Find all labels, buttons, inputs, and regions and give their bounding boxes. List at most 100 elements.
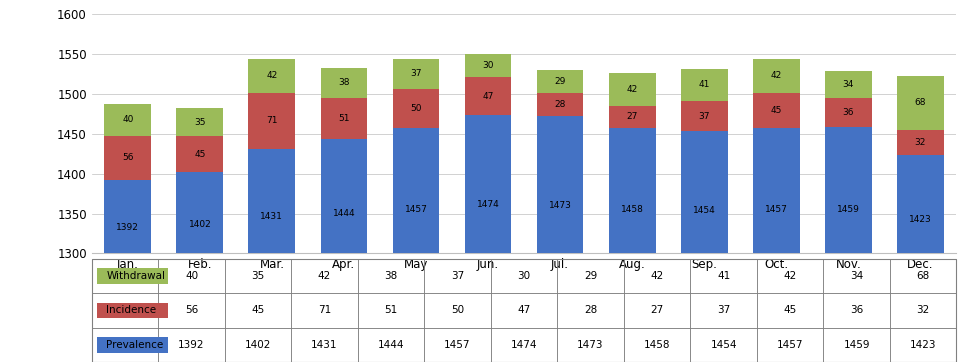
Text: 38: 38 <box>384 271 398 281</box>
Bar <box>624 259 691 293</box>
Bar <box>896 76 944 130</box>
Text: 45: 45 <box>251 306 265 315</box>
Bar <box>92 328 158 362</box>
Bar <box>491 328 557 362</box>
Text: 41: 41 <box>698 80 710 89</box>
Text: 45: 45 <box>771 106 781 115</box>
Text: 1458: 1458 <box>621 205 643 214</box>
Text: 37: 37 <box>717 306 730 315</box>
Text: 30: 30 <box>482 61 494 70</box>
Text: 71: 71 <box>318 306 331 315</box>
Text: 1473: 1473 <box>578 340 604 350</box>
Bar <box>225 293 292 328</box>
Text: 36: 36 <box>842 108 854 117</box>
Bar <box>609 106 656 127</box>
Text: 50: 50 <box>411 104 422 113</box>
Text: 32: 32 <box>915 138 926 147</box>
Text: 1459: 1459 <box>837 205 860 214</box>
Bar <box>465 77 511 115</box>
Bar <box>248 149 296 253</box>
Text: 1444: 1444 <box>378 340 405 350</box>
Bar <box>177 172 223 253</box>
Text: Prevalence: Prevalence <box>106 340 163 350</box>
Bar <box>557 293 624 328</box>
Text: 1457: 1457 <box>777 340 804 350</box>
Bar <box>392 59 440 89</box>
Text: 1459: 1459 <box>843 340 869 350</box>
Bar <box>753 93 800 129</box>
Text: 40: 40 <box>185 271 198 281</box>
Text: 34: 34 <box>842 80 854 89</box>
Text: 41: 41 <box>717 271 730 281</box>
Bar <box>104 104 152 135</box>
Text: 38: 38 <box>338 79 350 88</box>
Text: 35: 35 <box>251 271 265 281</box>
Bar <box>491 293 557 328</box>
Bar <box>104 135 152 180</box>
Text: 1444: 1444 <box>332 209 355 218</box>
Text: 30: 30 <box>518 271 530 281</box>
Bar <box>98 303 168 318</box>
Bar <box>177 136 223 172</box>
Text: 56: 56 <box>122 153 133 162</box>
Bar <box>537 115 583 253</box>
Bar <box>177 109 223 136</box>
Bar <box>424 259 491 293</box>
Text: Withdrawal: Withdrawal <box>106 271 165 281</box>
Text: 29: 29 <box>583 271 597 281</box>
Text: 1474: 1474 <box>476 201 499 209</box>
Text: 40: 40 <box>122 115 133 124</box>
Text: Incidence: Incidence <box>106 306 156 315</box>
Text: 1473: 1473 <box>549 201 572 210</box>
Text: 1431: 1431 <box>261 212 283 222</box>
Bar <box>537 93 583 115</box>
Bar <box>756 259 823 293</box>
Bar <box>92 259 158 293</box>
Bar <box>753 129 800 253</box>
Bar <box>92 293 158 328</box>
Text: 1457: 1457 <box>444 340 470 350</box>
Text: 42: 42 <box>783 271 797 281</box>
Bar <box>248 93 296 149</box>
Text: 68: 68 <box>917 271 929 281</box>
Text: 1454: 1454 <box>693 206 716 215</box>
Bar <box>98 268 168 284</box>
Text: 42: 42 <box>771 71 781 80</box>
Text: 1458: 1458 <box>643 340 670 350</box>
Bar <box>624 293 691 328</box>
Text: 1402: 1402 <box>188 220 212 230</box>
Text: 32: 32 <box>917 306 929 315</box>
Bar <box>491 259 557 293</box>
Bar <box>557 328 624 362</box>
Text: 42: 42 <box>318 271 331 281</box>
Bar <box>823 259 890 293</box>
Bar <box>537 70 583 93</box>
Bar <box>609 73 656 106</box>
Text: 1454: 1454 <box>710 340 737 350</box>
Bar <box>292 328 357 362</box>
Bar <box>424 328 491 362</box>
Text: 42: 42 <box>627 85 638 94</box>
Bar <box>756 328 823 362</box>
Bar <box>248 59 296 93</box>
Text: 35: 35 <box>194 118 206 127</box>
Text: 34: 34 <box>850 271 864 281</box>
Text: 1423: 1423 <box>910 340 936 350</box>
Bar <box>321 139 367 253</box>
Text: 27: 27 <box>626 112 638 121</box>
Bar <box>392 89 440 129</box>
Bar <box>681 101 727 131</box>
Text: 28: 28 <box>554 100 566 109</box>
Bar <box>890 328 956 362</box>
Text: 45: 45 <box>783 306 797 315</box>
Text: 27: 27 <box>650 306 664 315</box>
Bar <box>158 328 225 362</box>
Text: 1423: 1423 <box>909 215 931 224</box>
Text: 1457: 1457 <box>405 205 427 214</box>
Bar <box>321 98 367 139</box>
Text: 47: 47 <box>482 92 494 101</box>
Text: 37: 37 <box>411 69 422 78</box>
Text: 51: 51 <box>338 114 350 123</box>
Text: 68: 68 <box>915 98 926 108</box>
Bar <box>104 180 152 253</box>
